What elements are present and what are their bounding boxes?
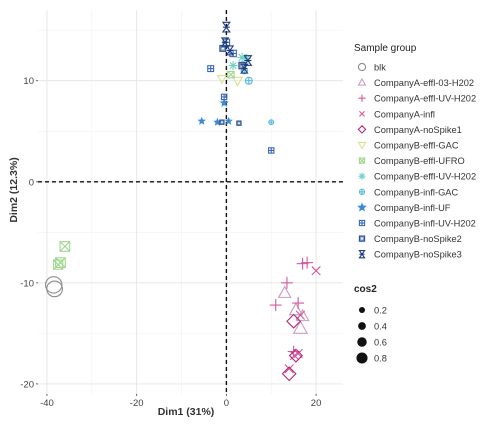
data-point <box>281 366 297 382</box>
legend-item-label: CompanyA-noSpike1 <box>374 125 462 135</box>
data-point <box>219 98 229 107</box>
size-legend-label: 0.2 <box>374 306 387 316</box>
size-legend-dot <box>356 352 368 364</box>
legend-item-label: CompanyB-infl-UF <box>374 203 451 213</box>
data-point <box>221 21 231 33</box>
data-point <box>292 297 305 310</box>
data-point <box>232 76 244 87</box>
data-point <box>277 285 292 298</box>
x-tick-label: -20 <box>130 398 144 409</box>
x-tick-label: -40 <box>40 398 54 409</box>
legend-item-label: CompanyB-effl-UFRO <box>374 156 465 166</box>
legend-item-label: CompanyB-infl-GAC <box>374 187 458 197</box>
data-point <box>228 61 238 71</box>
data-point <box>240 63 249 74</box>
data-point <box>268 119 275 126</box>
plot-panel <box>38 10 343 394</box>
size-legend-dot <box>358 306 366 314</box>
data-point <box>236 120 242 126</box>
data-point <box>225 45 235 56</box>
data-point <box>207 65 215 73</box>
legend-marker <box>357 62 367 72</box>
data-point <box>286 313 302 329</box>
legend-marker <box>358 94 366 102</box>
y-tick-label: -20 <box>20 379 34 390</box>
legend-marker <box>358 172 366 180</box>
legend-item-label: CompanyA-effl-UV-H202 <box>374 94 476 104</box>
legend-size-title: cos2 <box>354 284 377 295</box>
data-point <box>280 276 293 289</box>
size-legend-dot <box>357 337 367 347</box>
size-legend-label: 0.4 <box>374 322 387 332</box>
data-point <box>243 55 253 66</box>
legend-marker <box>358 235 366 242</box>
data-point <box>288 302 304 316</box>
legend-marker <box>357 125 367 134</box>
legend-marker <box>358 219 366 227</box>
legend-marker <box>358 250 366 259</box>
data-point <box>216 75 228 85</box>
legend-marker <box>359 110 365 117</box>
data-point <box>219 119 225 125</box>
data-point <box>220 93 228 101</box>
legend-item-label: CompanyA-effl-03-H202 <box>374 78 474 88</box>
data-point <box>284 364 294 374</box>
x-tick-label: 20 <box>311 398 322 409</box>
legend-item-label: CompanyB-effl-UV-H202 <box>374 172 476 182</box>
y-tick-label: 0 <box>29 177 34 188</box>
data-point <box>197 116 206 125</box>
data-point <box>301 256 314 269</box>
data-point <box>227 70 235 79</box>
axes: Dim1 (31%) Dim2 (12.3%) -40 -20 0 20 -20 -10 0… <box>8 76 321 418</box>
legend-item-label: CompanyB-infl-UV-H202 <box>374 219 476 229</box>
data-point <box>311 266 321 276</box>
data-point <box>224 116 233 125</box>
legend-item-label: CompanyB-effl-GAC <box>374 141 459 151</box>
legend: Sample group cos2 blk CompanyA-effl-03-H2… <box>354 43 476 364</box>
x-axis-label: Dim1 (31%) <box>158 406 215 418</box>
legend-group-title: Sample group <box>354 43 417 54</box>
y-tick-label: -10 <box>20 278 34 289</box>
data-point <box>268 147 275 154</box>
legend-item-label: CompanyB-noSpike2 <box>374 234 462 244</box>
data-point <box>288 348 304 363</box>
scatter-points <box>44 21 321 382</box>
legend-item-label: CompanyA-infl <box>374 109 435 119</box>
data-point <box>292 320 309 334</box>
data-point <box>46 280 63 298</box>
data-point <box>269 299 282 312</box>
data-point <box>53 259 64 270</box>
y-tick-label: 10 <box>23 76 34 87</box>
legend-item-label: CompanyB-noSpike3 <box>374 250 462 260</box>
size-legend-label: 0.8 <box>374 354 387 364</box>
legend-marker <box>357 77 367 86</box>
x-tick-label: 0 <box>224 398 229 409</box>
legend-marker <box>357 141 367 150</box>
data-point <box>289 350 300 361</box>
data-point <box>244 76 253 85</box>
legend-marker <box>357 202 367 212</box>
legend-item-label: blk <box>374 63 386 73</box>
data-point <box>59 241 71 252</box>
legend-marker <box>358 157 366 164</box>
size-legend-dot <box>358 322 366 330</box>
y-axis-label: Dim2 (12.3%) <box>8 157 20 222</box>
size-legend-label: 0.6 <box>374 338 387 348</box>
legend-marker <box>358 188 366 195</box>
data-point <box>220 37 230 48</box>
